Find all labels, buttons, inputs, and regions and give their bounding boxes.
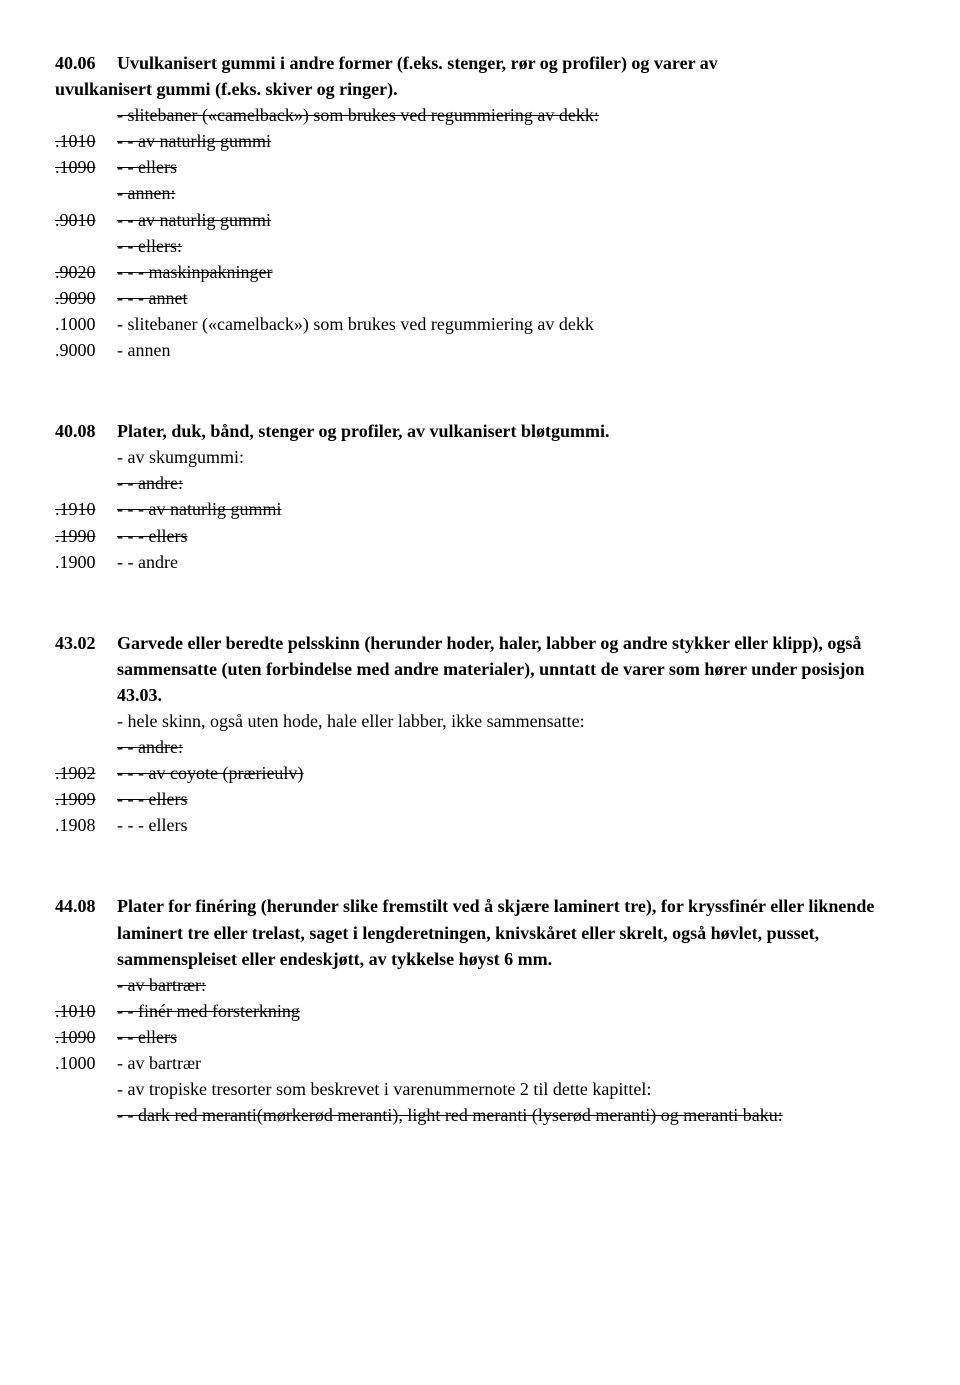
row-description: - - andre (117, 549, 905, 575)
tariff-row: .1010- - finér med forsterkning (55, 998, 905, 1024)
tariff-row: .1900- - andre (55, 549, 905, 575)
tariff-row: .1010- - av naturlig gummi (55, 128, 905, 154)
row-description: - av tropiske tresorter som beskrevet i … (117, 1076, 905, 1102)
row-code: .9010 (55, 207, 117, 233)
row-code: .9090 (55, 285, 117, 311)
tariff-section: 43.02Garvede eller beredte pelsskinn (he… (55, 630, 905, 839)
row-description: - annen: (117, 180, 905, 206)
row-code: .1000 (55, 1050, 117, 1076)
tariff-section: 40.06Uvulkanisert gummi i andre former (… (55, 50, 905, 363)
row-code: .1010 (55, 998, 117, 1024)
row-description: - - av naturlig gummi (117, 128, 905, 154)
tariff-row: .9010- - av naturlig gummi (55, 207, 905, 233)
section-heading: 40.08Plater, duk, bånd, stenger og profi… (55, 418, 905, 444)
row-code: .1090 (55, 154, 117, 180)
tariff-row: .9000- annen (55, 337, 905, 363)
section-heading: 44.08Plater for finéring (herunder slike… (55, 893, 905, 971)
tariff-row: .1090- - ellers (55, 1024, 905, 1050)
section-title-cont: uvulkanisert gummi (f.eks. skiver og rin… (55, 76, 905, 102)
row-description: - - andre: (117, 470, 905, 496)
section-title: Plater for finéring (herunder slike frem… (117, 893, 905, 971)
row-code: .9020 (55, 259, 117, 285)
tariff-row: - annen: (55, 180, 905, 206)
tariff-row: .1990- - - ellers (55, 523, 905, 549)
row-description: - av bartrær: (117, 972, 905, 998)
section-heading: 43.02Garvede eller beredte pelsskinn (he… (55, 630, 905, 708)
row-description: - av skumgummi: (117, 444, 905, 470)
row-code: .1910 (55, 496, 117, 522)
row-description: - - - annet (117, 285, 905, 311)
row-description: - slitebaner («camelback») som brukes ve… (117, 311, 905, 337)
row-description: - - andre: (117, 734, 905, 760)
section-title: Garvede eller beredte pelsskinn (herunde… (117, 630, 905, 708)
row-description: - - finér med forsterkning (117, 998, 905, 1024)
row-description: - - - ellers (117, 523, 905, 549)
tariff-section: 44.08Plater for finéring (herunder slike… (55, 893, 905, 1128)
tariff-row: .9020- - - maskinpakninger (55, 259, 905, 285)
row-code: .1902 (55, 760, 117, 786)
row-code: .1908 (55, 812, 117, 838)
row-description: - av bartrær (117, 1050, 905, 1076)
tariff-section: 40.08Plater, duk, bånd, stenger og profi… (55, 418, 905, 575)
row-description: - - ellers: (117, 233, 905, 259)
row-code: .1090 (55, 1024, 117, 1050)
row-description: - - ellers (117, 154, 905, 180)
row-code: .1010 (55, 128, 117, 154)
row-code: .9000 (55, 337, 117, 363)
row-description: - - - maskinpakninger (117, 259, 905, 285)
section-title: Plater, duk, bånd, stenger og profiler, … (117, 418, 610, 444)
section-heading: 40.06Uvulkanisert gummi i andre former (… (55, 50, 905, 76)
tariff-row: .1910- - - av naturlig gummi (55, 496, 905, 522)
tariff-row: .1000- slitebaner («camelback») som bruk… (55, 311, 905, 337)
tariff-row: - av skumgummi: (55, 444, 905, 470)
tariff-row: .1902- - - av coyote (prærieulv) (55, 760, 905, 786)
tariff-row: - - andre: (55, 470, 905, 496)
row-description: - - - ellers (117, 812, 905, 838)
row-description: - - dark red meranti(mørkerød meranti), … (117, 1102, 905, 1128)
tariff-row: .1000- av bartrær (55, 1050, 905, 1076)
row-code: .1900 (55, 549, 117, 575)
section-code: 44.08 (55, 893, 117, 919)
row-description: - - ellers (117, 1024, 905, 1050)
tariff-row: - - andre: (55, 734, 905, 760)
section-code: 40.06 (55, 50, 117, 76)
row-description: - - av naturlig gummi (117, 207, 905, 233)
section-title: Uvulkanisert gummi i andre former (f.eks… (117, 50, 718, 76)
tariff-row: - hele skinn, også uten hode, hale eller… (55, 708, 905, 734)
tariff-row: - av bartrær: (55, 972, 905, 998)
row-code: .1909 (55, 786, 117, 812)
row-description: - - - av naturlig gummi (117, 496, 905, 522)
row-code: .1000 (55, 311, 117, 337)
section-code: 40.08 (55, 418, 117, 444)
tariff-row: - slitebaner («camelback») som brukes ve… (55, 102, 905, 128)
row-description: - slitebaner («camelback») som brukes ve… (117, 102, 905, 128)
row-description: - annen (117, 337, 905, 363)
row-description: - hele skinn, også uten hode, hale eller… (117, 708, 905, 734)
tariff-row: - av tropiske tresorter som beskrevet i … (55, 1076, 905, 1102)
tariff-row: .9090- - - annet (55, 285, 905, 311)
tariff-row: .1908- - - ellers (55, 812, 905, 838)
row-description: - - - ellers (117, 786, 905, 812)
tariff-row: - - dark red meranti(mørkerød meranti), … (55, 1102, 905, 1128)
section-code: 43.02 (55, 630, 117, 656)
tariff-row: - - ellers: (55, 233, 905, 259)
tariff-row: .1909- - - ellers (55, 786, 905, 812)
tariff-row: .1090- - ellers (55, 154, 905, 180)
row-code: .1990 (55, 523, 117, 549)
row-description: - - - av coyote (prærieulv) (117, 760, 905, 786)
